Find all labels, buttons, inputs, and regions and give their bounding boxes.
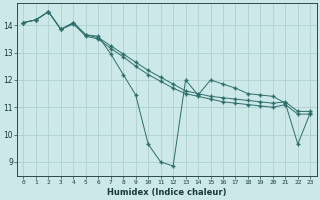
X-axis label: Humidex (Indice chaleur): Humidex (Indice chaleur) (107, 188, 227, 197)
